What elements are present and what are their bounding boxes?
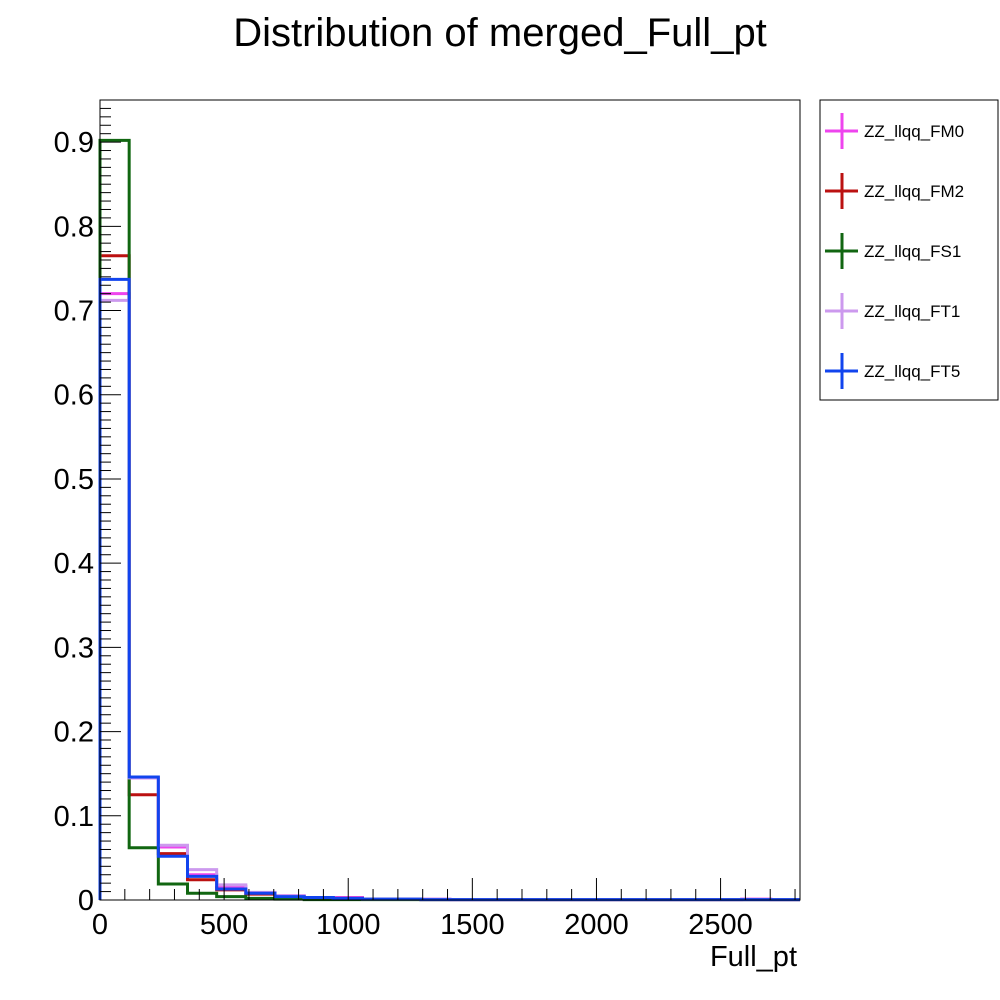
legend: ZZ_llqq_FM0 ZZ_llqq_FM2 ZZ_llqq_FS1 ZZ_llqq… bbox=[819, 99, 999, 401]
legend-entry: ZZ_llqq_FT5 bbox=[825, 353, 960, 389]
legend-entry: ZZ_llqq_FT1 bbox=[825, 293, 960, 329]
legend-label: ZZ_llqq_FM0 bbox=[864, 122, 964, 141]
x-axis: 0 500 1000 1500 2000 2500 bbox=[92, 878, 796, 941]
legend-label: ZZ_llqq_FT5 bbox=[864, 362, 960, 381]
x-tick-label: 500 bbox=[200, 909, 248, 941]
y-tick-label: 0.5 bbox=[54, 464, 94, 496]
legend-label: ZZ_llqq_FM2 bbox=[864, 182, 964, 201]
y-tick-label: 0.8 bbox=[54, 211, 94, 243]
legend-entry: ZZ_llqq_FM0 bbox=[825, 113, 964, 149]
legend-label: ZZ_llqq_FS1 bbox=[864, 242, 961, 261]
y-tick-label: 0 bbox=[78, 885, 94, 917]
y-tick-label: 0.6 bbox=[54, 380, 94, 412]
y-tick-label: 0.7 bbox=[54, 296, 94, 328]
plot-frame bbox=[99, 99, 801, 901]
x-tick-label: 1000 bbox=[316, 909, 381, 941]
legend-entry: ZZ_llqq_FS1 bbox=[825, 233, 961, 269]
x-axis-label: Full_pt bbox=[710, 941, 797, 973]
x-tick-label: 0 bbox=[92, 909, 108, 941]
x-tick-label: 2000 bbox=[564, 909, 629, 941]
x-tick-label: 1500 bbox=[440, 909, 505, 941]
y-axis: 0 0.1 0.2 0.3 0.4 0.5 0.6 0.7 0.8 0.9 bbox=[54, 99, 121, 917]
y-tick-label: 0.9 bbox=[54, 127, 94, 159]
chart-title: Distribution of merged_Full_pt bbox=[233, 11, 767, 55]
x-tick-label: 2500 bbox=[688, 909, 753, 941]
y-tick-label: 0.2 bbox=[54, 717, 94, 749]
legend-label: ZZ_llqq_FT1 bbox=[864, 302, 960, 321]
y-tick-label: 0.4 bbox=[54, 548, 94, 580]
y-tick-label: 0.3 bbox=[54, 632, 94, 664]
legend-entry: ZZ_llqq_FM2 bbox=[825, 173, 964, 209]
y-tick-label: 0.1 bbox=[54, 801, 94, 833]
